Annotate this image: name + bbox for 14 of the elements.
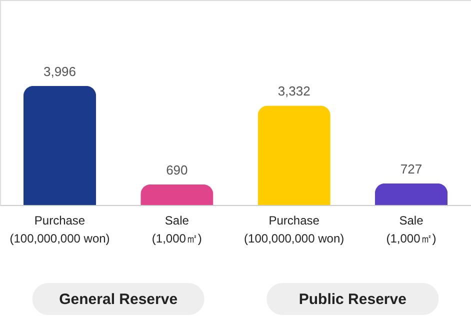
data-label: 727 bbox=[400, 161, 422, 176]
x-tick-label: Sale (1,000㎡) bbox=[386, 214, 436, 246]
x-tick-label: Sale (1,000㎡) bbox=[152, 214, 202, 246]
data-label: 3,332 bbox=[278, 84, 310, 99]
text: Public Reserve bbox=[298, 291, 406, 308]
text: General Reserve bbox=[59, 291, 178, 308]
x-tick-label: Purchase (100,000,000 won) bbox=[10, 214, 110, 246]
bar bbox=[374, 183, 448, 205]
bar bbox=[258, 106, 330, 205]
bar bbox=[23, 86, 96, 205]
bar bbox=[140, 184, 214, 205]
data-label: 3,996 bbox=[43, 64, 76, 79]
x-tick-label: Purchase (100,000,000 won) bbox=[244, 214, 344, 246]
data-label: 690 bbox=[166, 162, 188, 178]
